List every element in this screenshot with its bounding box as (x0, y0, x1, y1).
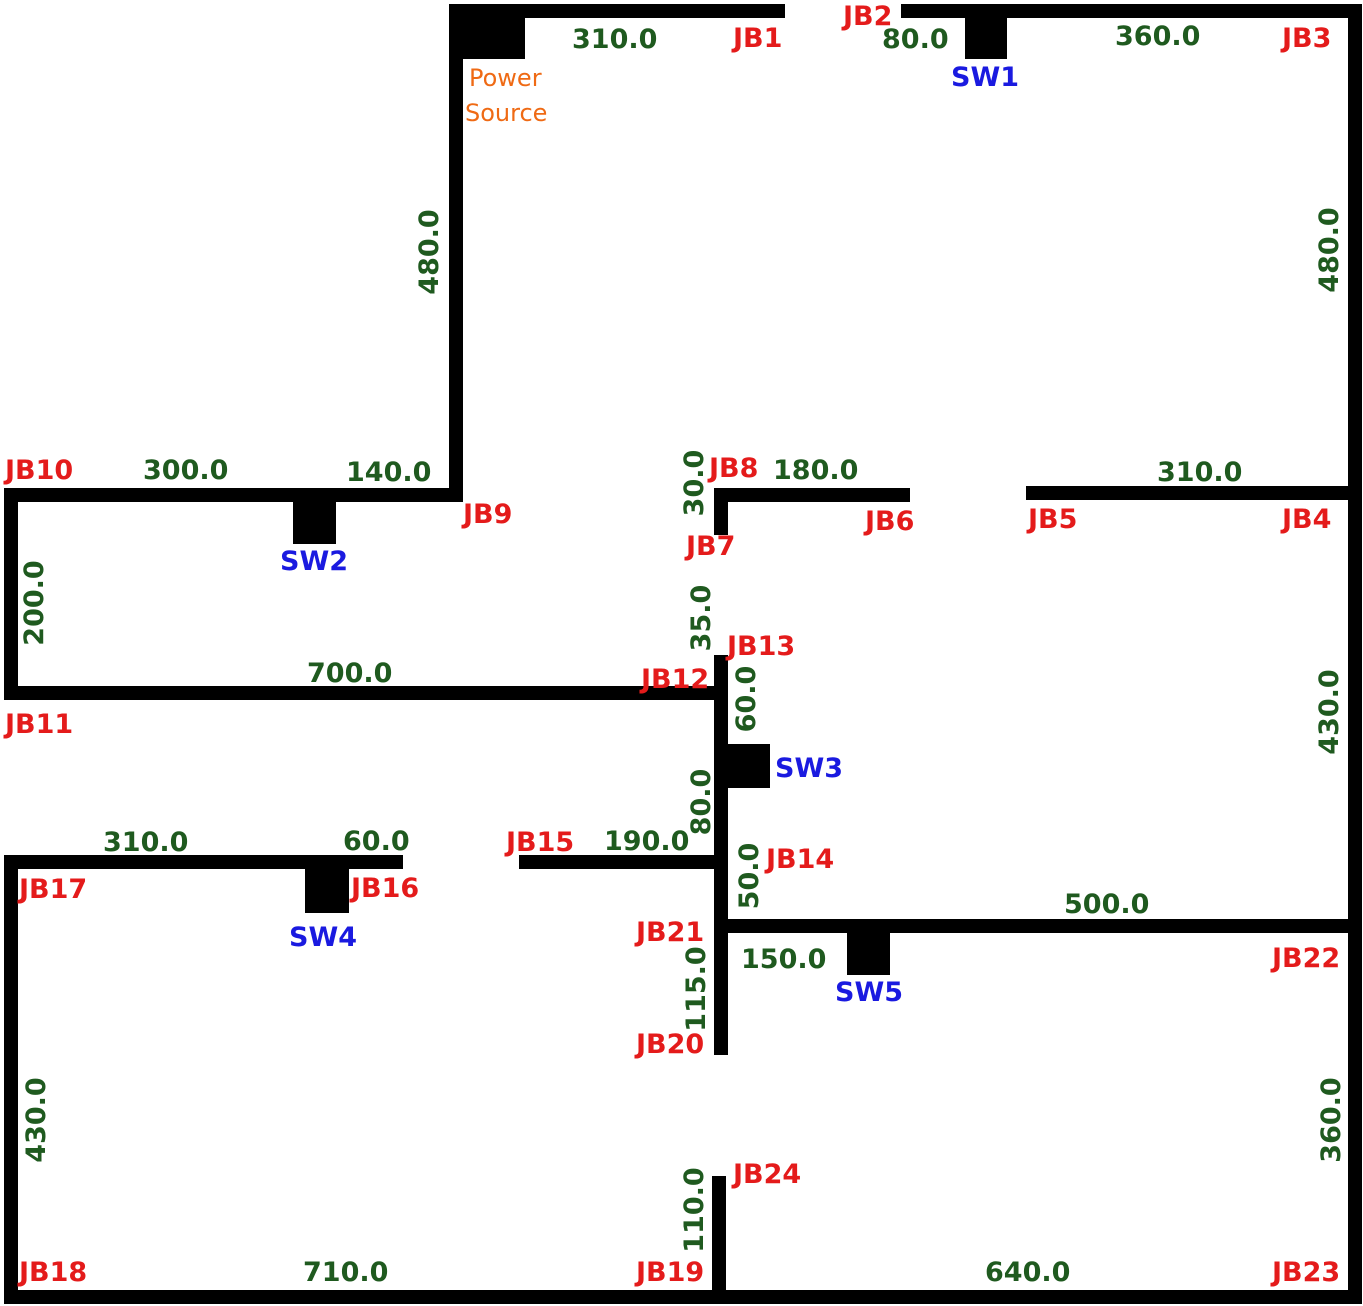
jb24-label[interactable]: JB24 (731, 1159, 801, 1190)
sw2-label[interactable]: SW2 (280, 546, 348, 577)
jb17-label[interactable]: JB17 (17, 874, 87, 905)
jb6-label[interactable]: JB6 (863, 506, 914, 537)
wires (4, 4, 1362, 1304)
length-jb2-sw1: 80.0 (882, 24, 949, 55)
sw3-label[interactable]: SW3 (775, 753, 843, 784)
length-jb9-sw2: 140.0 (346, 457, 431, 488)
length-ps-jb9: 480.0 (414, 209, 445, 294)
jb12-label[interactable]: JB12 (639, 664, 709, 695)
length-jb7-jb8: 30.0 (679, 450, 710, 517)
jb22-label[interactable]: JB22 (1270, 943, 1340, 974)
length-jb10-jb11: 200.0 (19, 560, 50, 645)
sw5-block[interactable] (847, 931, 890, 975)
length-jb19-jb23: 640.0 (985, 1257, 1070, 1288)
jb2-label[interactable]: JB2 (841, 1, 892, 32)
length-jb17-jb18: 430.0 (21, 1077, 52, 1162)
length-jb18-jb19: 710.0 (303, 1257, 388, 1288)
length-sw3-jb21: 80.0 (686, 769, 717, 836)
length-jb21-jb20: 115.0 (681, 946, 712, 1031)
jb11-label[interactable]: JB11 (3, 709, 73, 740)
junction-box-labels: JB1 JB2 JB3 JB4 JB5 JB6 JB7 JB8 JB9 JB10… (3, 1, 1340, 1288)
jb10-label[interactable]: JB10 (3, 455, 73, 486)
jb21-label[interactable]: JB21 (634, 917, 704, 948)
jb3-label[interactable]: JB3 (1280, 23, 1331, 54)
jb16-label[interactable]: JB16 (349, 873, 419, 904)
power-source-block (449, 4, 525, 59)
length-jb7-jb13: 35.0 (686, 585, 717, 652)
power-source-label-line1: Power (469, 64, 542, 92)
jb4-label[interactable]: JB4 (1280, 504, 1331, 535)
power-source-label-line2: Source (465, 99, 547, 127)
sw1-label[interactable]: SW1 (951, 62, 1019, 93)
length-jb5-jb4: 310.0 (1157, 457, 1242, 488)
length-jb3-jb4: 480.0 (1314, 207, 1345, 292)
length-jb13-sw3: 60.0 (731, 666, 762, 733)
sw4-block[interactable] (305, 867, 349, 913)
jb20-label[interactable]: JB20 (634, 1029, 704, 1060)
length-jb11-jb12: 700.0 (307, 658, 392, 689)
length-jb21-sw5: 150.0 (741, 944, 826, 975)
jb13-label[interactable]: JB13 (725, 631, 795, 662)
jb15-label[interactable]: JB15 (504, 827, 574, 858)
length-sw4-jb16: 60.0 (343, 826, 410, 857)
length-jb8-jb6: 180.0 (773, 455, 858, 486)
length-jb15-jb21: 190.0 (604, 826, 689, 857)
jb18-label[interactable]: JB18 (17, 1257, 87, 1288)
length-jb14-jb22-upper: 50.0 (734, 843, 765, 910)
length-ps-jb1: 310.0 (572, 24, 657, 55)
length-sw1-jb3: 360.0 (1115, 21, 1200, 52)
jb5-label[interactable]: JB5 (1026, 504, 1077, 535)
switch-labels: SW1 SW2 SW3 SW4 SW5 (280, 62, 1019, 1008)
jb14-label[interactable]: JB14 (764, 844, 834, 875)
sw2-block[interactable] (293, 500, 336, 544)
jb23-label[interactable]: JB23 (1270, 1257, 1340, 1288)
sw4-label[interactable]: SW4 (289, 922, 357, 953)
length-jb14-jb22: 500.0 (1064, 889, 1149, 920)
jb7-label[interactable]: JB7 (684, 531, 735, 562)
jb8-label[interactable]: JB8 (707, 453, 758, 484)
length-labels: 310.0 80.0 360.0 300.0 140.0 180.0 310.0… (19, 21, 1347, 1288)
sw3-block[interactable] (726, 744, 770, 788)
length-jb4-jb22: 430.0 (1314, 669, 1345, 754)
length-jb24-jb19: 110.0 (679, 1167, 710, 1252)
sw5-label[interactable]: SW5 (835, 977, 903, 1008)
jb9-label[interactable]: JB9 (461, 499, 512, 530)
length-jb17-jb16: 310.0 (103, 827, 188, 858)
jb19-label[interactable]: JB19 (634, 1257, 704, 1288)
jb1-label[interactable]: JB1 (731, 23, 782, 54)
sw1-block[interactable] (965, 14, 1007, 59)
length-jb22-jb23: 360.0 (1316, 1077, 1347, 1162)
length-sw2-jb10: 300.0 (143, 455, 228, 486)
